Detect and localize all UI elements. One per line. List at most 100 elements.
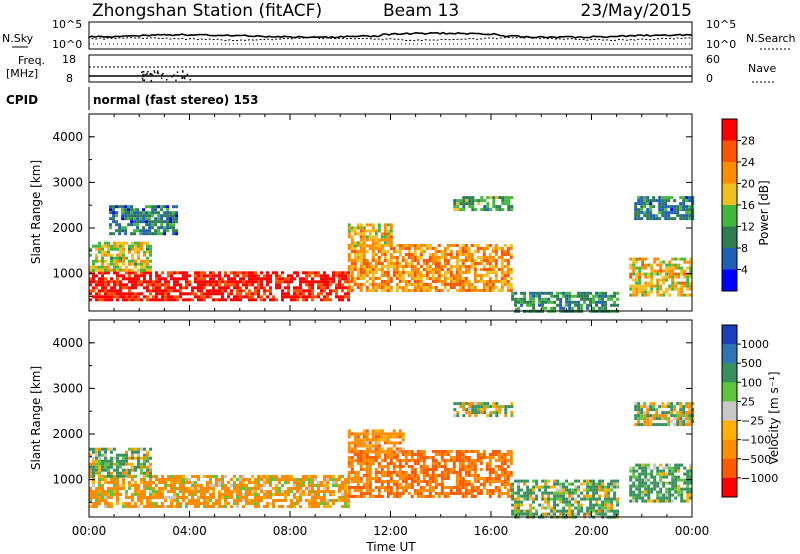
nave-dot xyxy=(183,76,185,79)
nave-dot xyxy=(144,73,146,76)
cpid-value: normal (fast stereo) 153 xyxy=(93,93,259,107)
nave-dot xyxy=(189,78,192,81)
noise-right-tick-bottom: 10^0 xyxy=(706,38,736,51)
nave-dot xyxy=(173,74,175,76)
noise-right-tick-top: 10^5 xyxy=(706,18,736,31)
xtick-label: 08:00 xyxy=(273,524,308,538)
nave-dot xyxy=(146,72,148,75)
velocity-blob-0 xyxy=(89,475,350,508)
nave-dot xyxy=(147,70,149,73)
velocity-colorbar-segment xyxy=(722,420,737,441)
nave-dot xyxy=(150,72,152,75)
noise-left-tick-bottom: 10^0 xyxy=(52,38,82,51)
noise-right-label: N.Search xyxy=(746,32,796,45)
noise-left-tick-top: 10^5 xyxy=(52,18,82,31)
velocity-colorbar-segment xyxy=(722,458,737,479)
velocity-panel-data xyxy=(89,402,695,519)
power-colorbar-tick-label: 20 xyxy=(741,178,755,191)
nave-dot xyxy=(156,70,159,72)
beam-label: Beam 13 xyxy=(383,1,459,21)
nave-dot xyxy=(176,75,179,77)
velocity-colorbar-frame xyxy=(721,324,738,498)
nave-dot xyxy=(175,79,177,81)
velocity-colorbar-tick-label: 100 xyxy=(741,376,762,389)
freq-tick-top: 18 xyxy=(62,53,76,66)
velocity-blob-7 xyxy=(453,402,514,418)
power-blob-2 xyxy=(347,244,513,292)
nave-dot xyxy=(142,79,144,81)
nave-dot xyxy=(181,70,184,72)
nave-dot xyxy=(153,70,155,72)
xaxis-title: Time UT xyxy=(365,540,416,554)
nave-dot xyxy=(161,74,163,76)
velocity-colorbar-segment xyxy=(722,477,737,498)
velocity-ytick-label: 1000 xyxy=(52,473,83,487)
power-colorbar-tick-label: 28 xyxy=(741,135,755,148)
power-ytick-label: 3000 xyxy=(52,175,83,189)
velocity-colorbar-tick-label: −1000 xyxy=(741,472,778,485)
velocity-colorbar-tick-label: −500 xyxy=(741,453,771,466)
velocity-colorbar-tick-label: −100 xyxy=(741,434,771,447)
nave-dot xyxy=(157,72,160,75)
freq-tick-bottom: 8 xyxy=(66,72,73,85)
power-colorbar-tick-label: 4 xyxy=(741,264,748,277)
nave-tick-top: 60 xyxy=(706,53,720,66)
nave-dot xyxy=(181,77,183,79)
power-blob-6 xyxy=(634,196,695,221)
velocity-blob-3 xyxy=(347,429,405,454)
power-blob-5 xyxy=(629,257,693,297)
nave-dot xyxy=(151,73,153,76)
velocity-yaxis: 1000 2000 3000 4000 xyxy=(52,336,692,503)
velocity-colorbar-label: Velocity [m s⁻¹] xyxy=(767,371,781,464)
nave-dot xyxy=(182,71,184,73)
xtick-label: 16:00 xyxy=(474,524,509,538)
power-colorbar-segment xyxy=(722,183,737,206)
power-blob-3 xyxy=(347,223,393,248)
power-colorbar-segment xyxy=(722,119,737,141)
power-ytick-label: 2000 xyxy=(52,221,83,235)
nave-dot xyxy=(150,79,153,82)
velocity-colorbar-tick-label: 25 xyxy=(741,395,755,408)
noise-left-label: N.Sky xyxy=(2,32,34,45)
power-panel-data xyxy=(89,196,695,313)
nave-dot xyxy=(154,71,156,74)
nave-dot xyxy=(142,71,145,73)
station-title: Zhongshan Station (fitACF) xyxy=(92,1,322,21)
velocity-colorbar-tick-label: 1000 xyxy=(741,338,769,351)
velocity-blob-6 xyxy=(634,402,695,427)
velocity-colorbar-tick-label: −25 xyxy=(741,415,764,428)
nave-dot xyxy=(184,77,186,80)
power-colorbar-segment xyxy=(722,269,737,292)
power-colorbar-segment xyxy=(722,205,737,227)
nave-dot xyxy=(162,72,164,75)
cpid-label: CPID xyxy=(6,93,38,107)
nave-dot xyxy=(176,71,179,73)
velocity-blob-4 xyxy=(511,479,620,519)
nave-dot xyxy=(156,72,159,74)
noise-traces xyxy=(88,31,693,45)
power-colorbar-segment xyxy=(722,162,737,184)
velocity-colorbar-tick-label: 500 xyxy=(741,357,762,370)
velocity-colorbar: 1000 500 100 25 −25 −100 −500 −1000 xyxy=(721,324,778,498)
power-colorbar-segment xyxy=(722,140,737,163)
velocity-colorbar-segment xyxy=(722,344,737,364)
velocity-xaxis: 00:00 04:00 08:00 12:00 16:00 20:00 00:00 xyxy=(72,320,710,538)
power-colorbar-tick-label: 8 xyxy=(741,242,748,255)
velocity-blob-5 xyxy=(629,463,693,503)
date-label: 23/May/2015 xyxy=(581,1,693,21)
velocity-colorbar-segment xyxy=(722,363,737,383)
nave-dot xyxy=(142,75,144,78)
power-xaxis-ticks xyxy=(88,114,693,311)
power-blob-7 xyxy=(109,205,179,236)
nave-dot xyxy=(166,79,168,81)
power-blob-8 xyxy=(453,196,514,212)
velocity-colorbar-segment xyxy=(722,439,737,460)
nave-tick-bottom: 0 xyxy=(706,72,713,85)
xtick-label: 00:00 xyxy=(72,524,107,538)
nave-dot xyxy=(140,71,143,74)
velocity-blob-2 xyxy=(347,450,513,498)
xtick-label: 00:00 xyxy=(675,524,710,538)
power-colorbar-segment xyxy=(722,226,737,249)
power-ytick-label: 4000 xyxy=(52,130,83,144)
